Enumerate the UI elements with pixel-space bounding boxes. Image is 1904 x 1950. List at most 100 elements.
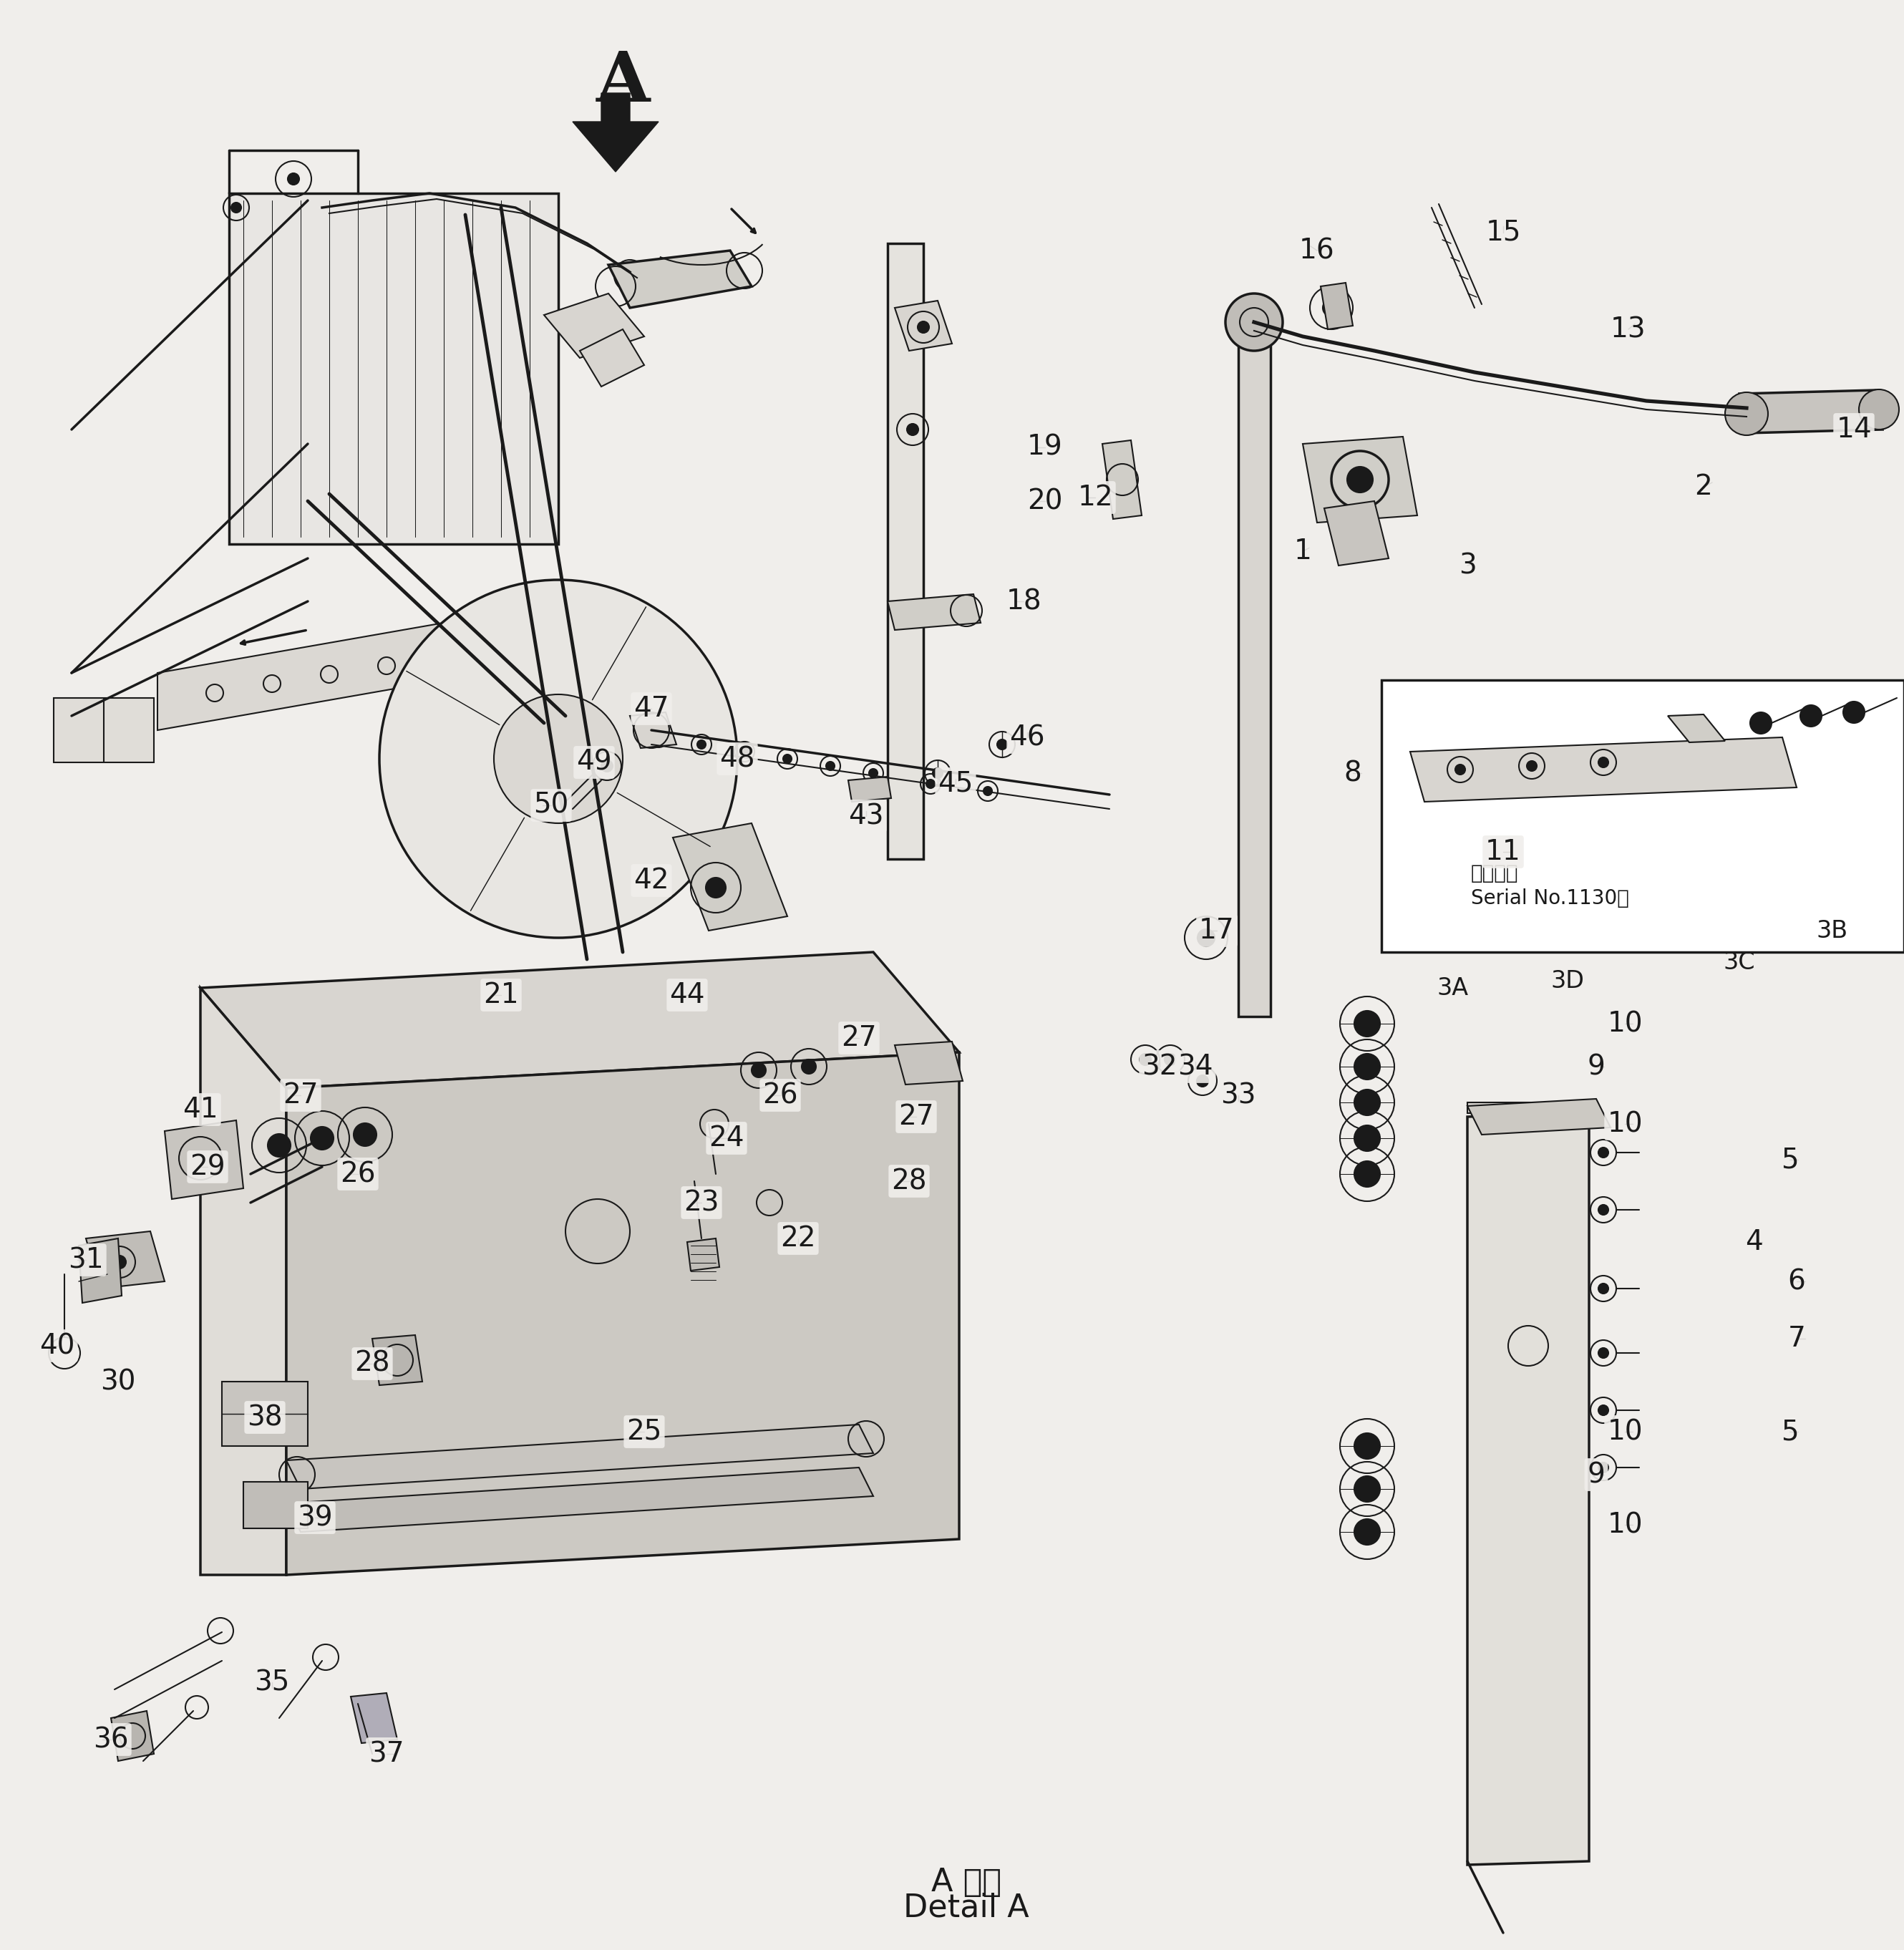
Circle shape — [826, 762, 834, 770]
Text: 38: 38 — [248, 1404, 282, 1431]
Circle shape — [310, 1127, 333, 1150]
Text: 8: 8 — [1344, 761, 1361, 786]
Circle shape — [1354, 1090, 1380, 1115]
Text: 3C: 3C — [1723, 952, 1755, 975]
Circle shape — [998, 739, 1007, 749]
Text: 3A: 3A — [1438, 977, 1468, 1000]
Text: 35: 35 — [255, 1669, 289, 1696]
Circle shape — [802, 1059, 817, 1074]
Circle shape — [1354, 1125, 1380, 1150]
Text: 11: 11 — [1485, 838, 1521, 866]
Text: 28: 28 — [354, 1349, 390, 1377]
Circle shape — [925, 780, 935, 788]
Polygon shape — [200, 952, 960, 1088]
Circle shape — [1354, 1519, 1380, 1544]
Circle shape — [112, 1256, 126, 1269]
Circle shape — [1597, 757, 1609, 768]
Circle shape — [752, 1063, 765, 1076]
Bar — [1382, 681, 1904, 952]
Circle shape — [1597, 1283, 1609, 1293]
Text: 3D: 3D — [1550, 969, 1584, 993]
Text: 23: 23 — [684, 1190, 720, 1217]
Text: 9: 9 — [1588, 1461, 1605, 1488]
Text: 1: 1 — [1295, 538, 1312, 566]
Polygon shape — [1238, 330, 1270, 1016]
Polygon shape — [371, 1336, 423, 1384]
Text: 7: 7 — [1788, 1326, 1805, 1351]
Circle shape — [1198, 1074, 1209, 1086]
Text: 26: 26 — [341, 1160, 375, 1188]
Polygon shape — [350, 1693, 398, 1743]
Circle shape — [783, 755, 792, 762]
Polygon shape — [1411, 737, 1797, 801]
Circle shape — [1799, 706, 1822, 727]
Polygon shape — [545, 294, 644, 359]
Bar — [244, 1482, 308, 1529]
Circle shape — [493, 694, 623, 823]
Circle shape — [1725, 392, 1769, 435]
Text: A 詳細: A 詳細 — [931, 1868, 1002, 1897]
Circle shape — [1323, 298, 1340, 316]
Polygon shape — [1321, 283, 1354, 330]
Circle shape — [1139, 1053, 1152, 1065]
Circle shape — [1597, 1462, 1609, 1472]
Text: 18: 18 — [1005, 587, 1041, 614]
Polygon shape — [1468, 1113, 1590, 1864]
Polygon shape — [887, 244, 923, 860]
Circle shape — [1165, 1053, 1177, 1065]
Text: 34: 34 — [1179, 1053, 1213, 1080]
Polygon shape — [1302, 437, 1417, 523]
Text: 49: 49 — [577, 749, 611, 776]
Text: 29: 29 — [190, 1152, 225, 1180]
Circle shape — [1354, 1160, 1380, 1188]
Text: 20: 20 — [1028, 488, 1062, 515]
Polygon shape — [895, 1041, 963, 1084]
Circle shape — [1597, 1406, 1609, 1416]
Polygon shape — [286, 1425, 874, 1490]
Polygon shape — [630, 712, 676, 749]
Text: 27: 27 — [284, 1082, 318, 1110]
Circle shape — [268, 1133, 291, 1156]
Text: 27: 27 — [842, 1024, 876, 1051]
Circle shape — [1354, 1053, 1380, 1080]
Circle shape — [623, 269, 638, 283]
Text: 39: 39 — [297, 1503, 333, 1531]
Text: 37: 37 — [369, 1739, 404, 1767]
Text: 41: 41 — [183, 1096, 219, 1123]
Polygon shape — [78, 1238, 122, 1303]
Text: 43: 43 — [849, 803, 883, 829]
Circle shape — [1597, 1347, 1609, 1357]
Text: 14: 14 — [1835, 415, 1872, 443]
Text: 16: 16 — [1299, 238, 1335, 263]
Circle shape — [706, 878, 725, 897]
Polygon shape — [687, 1238, 720, 1271]
Circle shape — [868, 768, 878, 778]
Text: 17: 17 — [1200, 916, 1234, 944]
Circle shape — [602, 761, 613, 772]
Text: 2: 2 — [1695, 474, 1712, 501]
Circle shape — [984, 786, 992, 796]
Text: 27: 27 — [899, 1104, 935, 1131]
Polygon shape — [110, 1710, 154, 1761]
Text: 31: 31 — [69, 1246, 103, 1273]
Text: 28: 28 — [891, 1168, 927, 1195]
Circle shape — [1198, 930, 1215, 946]
Text: 30: 30 — [101, 1369, 135, 1394]
Circle shape — [1226, 294, 1283, 351]
Polygon shape — [1468, 1102, 1590, 1113]
Circle shape — [655, 733, 663, 741]
Circle shape — [933, 768, 942, 778]
Bar — [223, 1383, 308, 1447]
Polygon shape — [1468, 1100, 1611, 1135]
Polygon shape — [573, 94, 659, 172]
Text: 32: 32 — [1142, 1053, 1177, 1080]
Polygon shape — [286, 1468, 874, 1533]
Text: 適用号機: 適用号機 — [1472, 864, 1519, 883]
Text: 15: 15 — [1485, 218, 1521, 246]
Text: 5: 5 — [1780, 1147, 1797, 1174]
Text: 50: 50 — [533, 792, 569, 819]
Polygon shape — [847, 776, 891, 801]
Circle shape — [1354, 1476, 1380, 1502]
Circle shape — [1527, 761, 1537, 770]
Text: 26: 26 — [762, 1082, 798, 1110]
